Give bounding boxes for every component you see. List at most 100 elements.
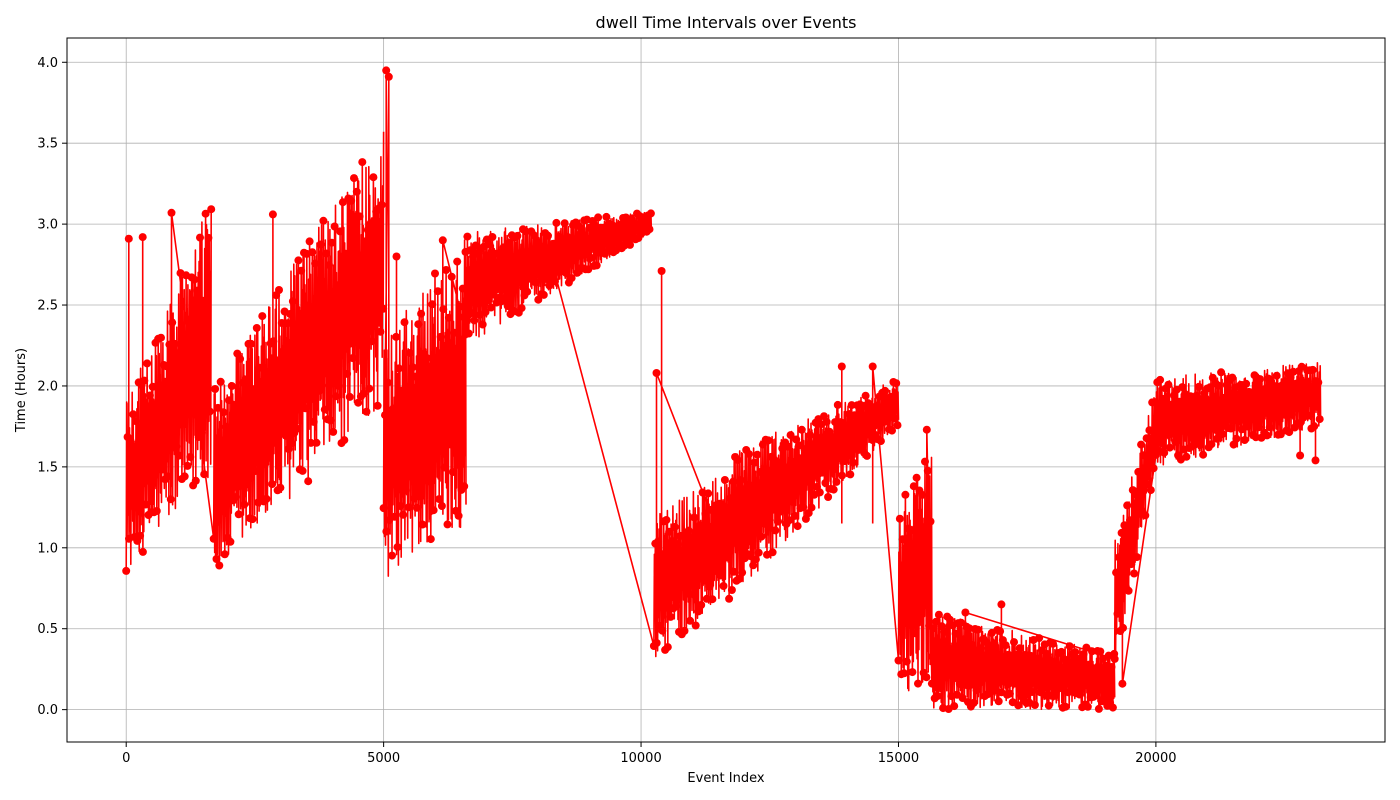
- x-tick-label: 10000: [620, 751, 661, 766]
- data-point: [1214, 381, 1223, 390]
- data-point: [850, 411, 859, 420]
- data-point: [1113, 609, 1122, 618]
- data-point: [959, 635, 968, 644]
- data-point: [180, 472, 189, 481]
- data-point: [437, 502, 446, 510]
- data-point: [444, 313, 453, 322]
- data-point: [392, 252, 401, 261]
- data-point: [1117, 528, 1126, 537]
- data-point: [435, 495, 444, 504]
- data-point: [736, 476, 745, 485]
- data-point: [1096, 647, 1105, 656]
- data-point: [958, 694, 967, 702]
- data-point: [616, 220, 625, 229]
- data-point: [768, 548, 777, 557]
- data-point: [157, 333, 165, 342]
- data-point: [312, 438, 321, 447]
- data-point: [797, 425, 806, 434]
- data-point: [969, 698, 978, 707]
- data-point: [757, 532, 766, 541]
- data-point: [1083, 702, 1092, 711]
- data-point: [473, 299, 482, 308]
- data-point: [1000, 677, 1009, 686]
- data-point: [1247, 388, 1256, 397]
- data-point: [1118, 679, 1127, 688]
- data-point: [1044, 701, 1053, 710]
- data-point: [652, 639, 661, 647]
- data-point: [911, 629, 920, 638]
- data-point: [288, 297, 297, 306]
- data-point: [1300, 378, 1309, 387]
- data-point: [1130, 569, 1139, 578]
- data-point: [513, 231, 522, 240]
- data-point: [415, 492, 424, 501]
- data-point: [502, 248, 511, 257]
- data-point: [927, 652, 936, 661]
- data-point: [141, 500, 150, 509]
- data-point: [951, 629, 960, 638]
- x-tick-label: 5000: [367, 751, 400, 766]
- data-point: [1010, 638, 1018, 647]
- data-point: [1207, 440, 1216, 449]
- data-point: [750, 458, 759, 467]
- data-point: [1281, 377, 1289, 386]
- data-point: [215, 561, 224, 570]
- data-point: [799, 503, 808, 511]
- data-point: [216, 377, 225, 386]
- data-point: [406, 349, 414, 357]
- data-point: [298, 466, 307, 475]
- data-point: [824, 493, 833, 501]
- data-point: [720, 476, 729, 484]
- data-point: [240, 500, 249, 509]
- data-point: [687, 533, 696, 542]
- data-point: [1158, 394, 1167, 403]
- data-point: [957, 618, 966, 627]
- data-point: [646, 209, 655, 218]
- data-point: [912, 473, 921, 482]
- data-point: [268, 480, 277, 489]
- data-point: [158, 465, 167, 474]
- data-point: [418, 520, 427, 529]
- data-point: [822, 417, 831, 426]
- data-point: [803, 449, 812, 458]
- data-point: [440, 463, 449, 472]
- data-point: [205, 407, 214, 416]
- data-point: [200, 470, 209, 479]
- data-point: [652, 369, 661, 377]
- data-point: [363, 226, 372, 234]
- data-point: [1001, 641, 1010, 650]
- data-point: [212, 555, 221, 563]
- data-point: [894, 656, 903, 665]
- data-point: [436, 332, 445, 341]
- data-point: [1090, 664, 1099, 673]
- data-point: [376, 327, 385, 336]
- data-point: [478, 320, 487, 329]
- data-point: [1108, 703, 1117, 712]
- chart-title: dwell Time Intervals over Events: [596, 13, 857, 32]
- data-point: [422, 353, 431, 362]
- data-point: [1160, 448, 1169, 457]
- data-point: [162, 362, 171, 371]
- data-point: [1233, 390, 1242, 399]
- data-point: [450, 328, 459, 337]
- data-point: [1065, 642, 1074, 651]
- data-point: [348, 354, 357, 363]
- data-point: [1149, 464, 1158, 473]
- data-point: [127, 501, 136, 510]
- data-point: [665, 527, 674, 536]
- data-point: [1219, 393, 1228, 402]
- data-point: [275, 286, 283, 294]
- data-point: [656, 556, 665, 565]
- data-point: [666, 612, 675, 621]
- data-point: [432, 454, 441, 463]
- plot-area: [122, 66, 1324, 713]
- data-point: [464, 329, 473, 338]
- data-point: [248, 515, 257, 524]
- data-point: [361, 237, 370, 246]
- data-point: [551, 277, 559, 286]
- x-axis-label: Event Index: [687, 771, 764, 786]
- data-point: [517, 304, 526, 313]
- data-point: [152, 507, 161, 515]
- data-point: [334, 381, 343, 390]
- data-point: [961, 608, 970, 617]
